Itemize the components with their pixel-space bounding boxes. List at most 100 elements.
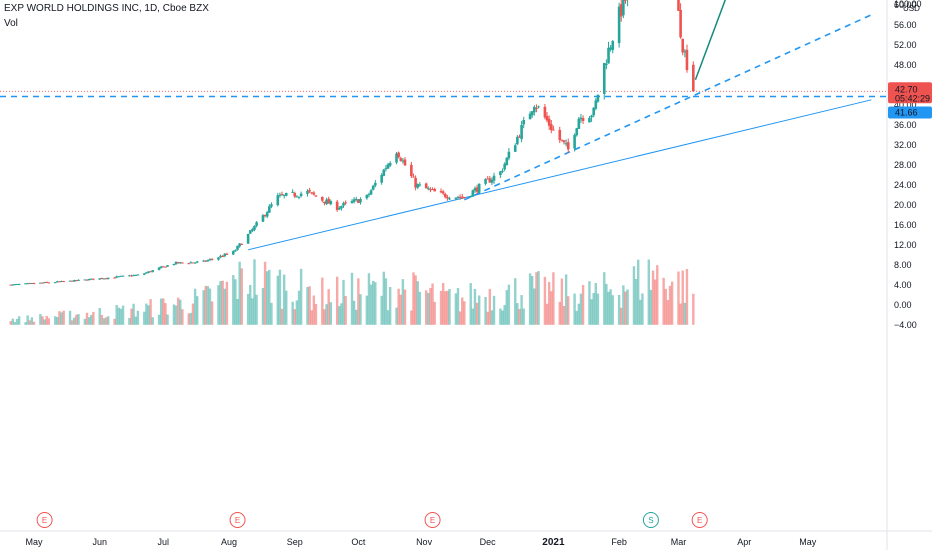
dashed-trendline: [464, 14, 872, 201]
candle: [469, 195, 473, 198]
candle: [458, 194, 462, 200]
candle-body: [471, 190, 475, 197]
volume-bar: [386, 310, 390, 325]
candle-body: [446, 197, 449, 199]
candle: [374, 180, 377, 188]
volume-bar: [306, 287, 309, 325]
candle-body: [217, 257, 220, 260]
volume-bar: [471, 308, 475, 325]
volume-bar: [446, 290, 449, 325]
volume-bar: [412, 272, 415, 325]
candle-body: [26, 283, 29, 285]
volume-bar: [425, 290, 428, 325]
candle-body: [11, 284, 15, 286]
candle-body: [134, 274, 138, 276]
volume-bar: [520, 295, 523, 325]
volume-bar: [92, 311, 95, 325]
candle-body: [70, 280, 74, 282]
candle-body: [547, 118, 551, 126]
volume-bar: [285, 290, 288, 325]
volume-bar: [176, 297, 180, 325]
candle: [522, 116, 526, 129]
candle-body: [291, 191, 294, 193]
volume-bar: [588, 281, 591, 325]
volume-bar: [308, 286, 311, 325]
volume-bar: [550, 291, 553, 325]
volume-bar: [282, 274, 286, 325]
candle: [45, 281, 49, 283]
volume-bar: [172, 304, 176, 325]
volume-bar: [278, 269, 282, 325]
time-tick-label: May: [799, 537, 817, 547]
candle-body: [337, 208, 341, 210]
candle: [70, 280, 74, 282]
volume-bar: [232, 275, 235, 325]
currency-label: USD: [903, 4, 920, 13]
volume-bar: [249, 284, 252, 325]
candle: [414, 175, 417, 191]
time-tick-label: Sep: [287, 537, 303, 547]
candle: [56, 280, 59, 283]
volume-bar: [518, 309, 521, 325]
candle-body: [323, 201, 326, 204]
candle-body: [39, 282, 42, 284]
candle: [265, 210, 269, 219]
candle-body: [17, 284, 21, 286]
volume-bar: [528, 273, 532, 325]
candle-body: [484, 179, 487, 184]
volume-bar: [567, 296, 570, 325]
volume-bar: [692, 293, 695, 325]
candle: [193, 262, 197, 264]
volume-label: Vol: [4, 18, 18, 29]
candle: [157, 266, 161, 271]
candle: [677, 0, 680, 11]
candle: [431, 187, 434, 190]
volume-bar: [32, 321, 36, 325]
volume-bar: [617, 294, 621, 325]
candle-body: [195, 261, 199, 263]
candle-body: [522, 119, 526, 125]
candle: [159, 265, 163, 269]
volume-bar: [344, 296, 347, 325]
volume-bar: [293, 309, 296, 325]
candle: [30, 282, 34, 285]
candle-body: [178, 262, 182, 264]
candle-body: [293, 192, 297, 197]
candle: [490, 177, 494, 185]
candle: [403, 157, 407, 166]
volume-bar: [573, 293, 576, 325]
volume-bar: [350, 272, 354, 325]
volume-bar: [113, 318, 116, 325]
candle-body: [395, 153, 398, 163]
volume-bar: [490, 310, 494, 325]
candle: [371, 184, 375, 191]
candle: [72, 279, 76, 282]
volume-bar: [164, 303, 167, 325]
volume-bar: [221, 280, 224, 325]
candle-body: [414, 177, 417, 188]
volume-bar: [130, 308, 133, 325]
candle-body: [365, 194, 369, 199]
candle-body: [210, 259, 214, 261]
candle: [172, 263, 176, 266]
candle: [619, 0, 623, 22]
candle-body: [575, 128, 579, 136]
candle: [297, 196, 301, 200]
volume-bar: [533, 288, 536, 325]
candle-body: [181, 262, 184, 264]
candle-body: [619, 4, 623, 17]
volume-bar: [268, 269, 271, 325]
candle: [503, 162, 506, 172]
candle-body: [204, 260, 208, 262]
candle-body: [564, 143, 568, 145]
candle: [87, 278, 91, 281]
volume-bar: [594, 282, 597, 325]
volume-bar: [251, 298, 254, 325]
candle-body: [388, 162, 392, 166]
candle: [28, 282, 32, 285]
volume-bar: [367, 273, 371, 325]
candle-body: [573, 134, 576, 149]
candle: [342, 201, 345, 208]
volume-bar: [575, 310, 578, 325]
